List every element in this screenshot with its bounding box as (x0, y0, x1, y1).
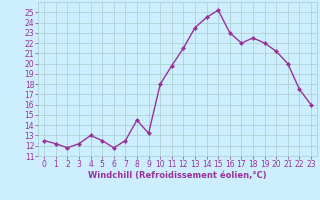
X-axis label: Windchill (Refroidissement éolien,°C): Windchill (Refroidissement éolien,°C) (88, 171, 267, 180)
